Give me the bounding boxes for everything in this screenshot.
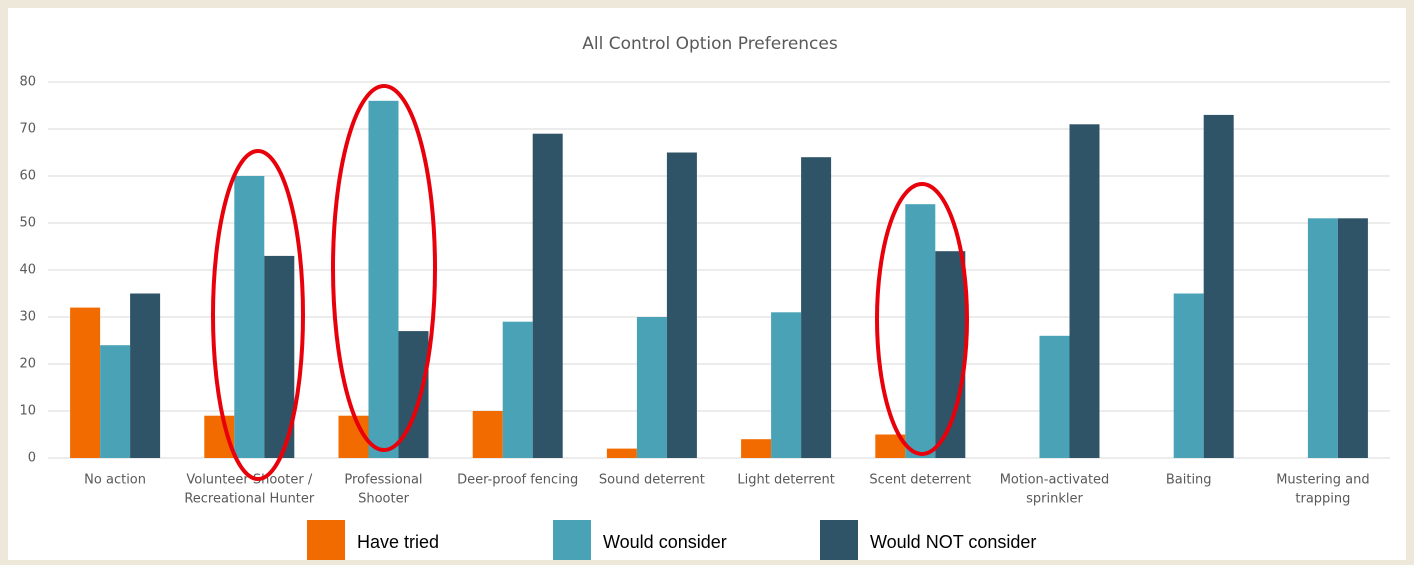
- y-tick-label: 20: [19, 357, 36, 372]
- legend-label: Have tried: [357, 532, 439, 552]
- bar: [606, 448, 637, 458]
- y-tick-label: 30: [19, 310, 36, 325]
- y-tick-label: 50: [19, 216, 36, 231]
- bar: [666, 152, 697, 458]
- y-tick-label: 70: [19, 122, 36, 137]
- bar: [1173, 293, 1204, 458]
- legend-label: Would consider: [603, 532, 727, 552]
- bar: [636, 317, 667, 458]
- y-tick-label: 60: [19, 169, 36, 184]
- bar: [368, 100, 399, 459]
- plot: 0 10 20 30 40 50 60 70 80 No action Volunteer Shoo…: [19, 75, 1390, 560]
- x-tick-label: Volunteer Shooter /: [186, 473, 312, 488]
- annotations: [211, 84, 969, 481]
- y-tick-label: 10: [19, 404, 36, 419]
- x-tick-label: Scent deterrent: [869, 473, 971, 488]
- x-tick-label: Professional: [344, 473, 422, 488]
- bar: [502, 321, 533, 458]
- highlight-ellipse: [211, 149, 305, 481]
- bar: [741, 439, 772, 458]
- y-tick-label: 80: [19, 75, 36, 90]
- bar: [1203, 114, 1234, 459]
- legend-label: Would NOT consider: [870, 532, 1036, 552]
- x-tick-label: Deer-proof fencing: [457, 473, 578, 488]
- x-tick-label: Shooter: [358, 492, 409, 507]
- chart-title: All Control Option Preferences: [582, 34, 838, 54]
- y-tick-label: 0: [28, 451, 36, 466]
- highlight-ellipse: [875, 182, 969, 456]
- bar: [100, 345, 131, 458]
- bar: [875, 434, 906, 458]
- x-tick-label: trapping: [1295, 492, 1350, 507]
- bar: [1307, 218, 1338, 458]
- x-tick-label: Light deterrent: [737, 473, 834, 488]
- legend-swatch: [307, 520, 345, 560]
- x-tick-label: Mustering and: [1276, 473, 1369, 488]
- y-tick-label: 40: [19, 263, 36, 278]
- bar: [801, 157, 832, 458]
- bar: [905, 204, 936, 458]
- bar: [771, 312, 802, 458]
- bar: [1337, 218, 1368, 458]
- x-tick-label: Baiting: [1166, 473, 1212, 488]
- bar: [532, 133, 563, 458]
- x-tick-label: sprinkler: [1026, 492, 1083, 507]
- bar: [264, 255, 295, 458]
- bar: [234, 176, 265, 458]
- bar: [130, 293, 161, 458]
- legend-swatch: [820, 520, 858, 560]
- x-tick-label: Recreational Hunter: [184, 492, 315, 507]
- highlight-ellipse: [331, 84, 437, 452]
- x-tick-label: Sound deterrent: [599, 473, 705, 488]
- bar: [70, 307, 101, 458]
- bar: [472, 411, 503, 458]
- x-tick-label: Motion-activated: [1000, 473, 1110, 488]
- x-tick-label: No action: [84, 473, 146, 488]
- bar: [1039, 335, 1070, 458]
- bar: [1069, 124, 1100, 459]
- legend-swatch: [553, 520, 591, 560]
